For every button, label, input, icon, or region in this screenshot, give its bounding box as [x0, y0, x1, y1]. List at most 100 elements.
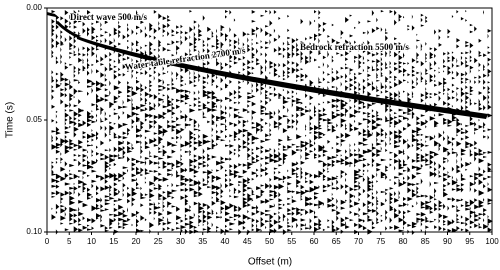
- trace-wiggle: [69, 14, 76, 225]
- trace-wiggle: [362, 31, 369, 231]
- x-tick-label: 0: [45, 237, 50, 246]
- x-tick-label: 70: [354, 237, 363, 246]
- trace-wiggle: [180, 24, 187, 233]
- trace-wiggle: [225, 10, 231, 233]
- trace-wiggle: [269, 10, 276, 234]
- annotation: Bedrock refraction 5500 m/s: [300, 42, 409, 52]
- trace-wiggle: [296, 38, 302, 229]
- trace-wiggle: [420, 13, 427, 233]
- trace-wiggle: [162, 16, 169, 232]
- y-tick-label: 0.10: [26, 227, 42, 236]
- trace-wiggle: [51, 10, 58, 220]
- trace-wiggle: [220, 25, 227, 235]
- trace-wiggle: [149, 22, 155, 235]
- trace-wiggle: [167, 15, 174, 231]
- x-tick-label: 5: [67, 237, 72, 246]
- x-tick-label: 10: [87, 237, 96, 246]
- trace-wiggle: [376, 17, 383, 225]
- trace-wiggle: [211, 30, 218, 228]
- trace-wiggle: [478, 38, 485, 229]
- trace-wiggle: [109, 15, 116, 230]
- trace-wiggle: [483, 10, 489, 230]
- trace-wiggle: [100, 22, 106, 228]
- trace-wiggle: [358, 20, 365, 229]
- trace-wiggle: [300, 18, 307, 231]
- x-tick-label: 50: [265, 237, 274, 246]
- trace-wiggle: [171, 29, 178, 232]
- trace-wiggle: [305, 37, 311, 230]
- trace-wiggle: [425, 15, 431, 236]
- trace-wiggle: [176, 25, 182, 230]
- trace-wiggle: [474, 26, 480, 228]
- y-tick-label: 0.05: [26, 115, 42, 124]
- trace-wiggle: [336, 41, 342, 232]
- trace-wiggle: [60, 16, 67, 225]
- y-tick-label: 0.00: [26, 3, 42, 12]
- direct-wave-band: [47, 12, 59, 18]
- trace-wiggle: [256, 26, 262, 233]
- trace-wiggle: [158, 13, 165, 226]
- trace-wiggle: [207, 26, 214, 234]
- trace-wiggle: [198, 23, 205, 227]
- trace-wiggle: [265, 10, 271, 230]
- x-tick-label: 45: [243, 237, 252, 246]
- trace-wiggle: [64, 10, 71, 232]
- x-tick-label: 85: [421, 237, 430, 246]
- trace-wiggle: [104, 20, 111, 232]
- trace-wiggle: [371, 10, 378, 230]
- x-tick-label: 30: [176, 237, 185, 246]
- trace-wiggle: [318, 10, 325, 231]
- trace-wiggle: [451, 15, 458, 233]
- annotation: Direct wave 500 m/s: [70, 12, 148, 22]
- trace-wiggle: [73, 10, 80, 233]
- trace-wiggle: [153, 10, 160, 221]
- y-axis-title: Time (s): [5, 102, 16, 138]
- trace-wiggle: [91, 22, 98, 230]
- trace-wiggle: [443, 52, 449, 231]
- trace-wiggle: [403, 16, 409, 230]
- x-tick-label: 100: [485, 237, 499, 246]
- trace-wiggle: [367, 20, 374, 235]
- trace-wiggle: [238, 37, 245, 235]
- trace-wiggle: [354, 26, 360, 235]
- trace-wiggle: [82, 21, 88, 230]
- trace-wiggle: [314, 10, 320, 233]
- trace-wiggle: [407, 24, 414, 234]
- x-tick-label: 15: [109, 237, 118, 246]
- x-axis-title: Offset (m): [248, 257, 292, 268]
- trace-wiggle: [340, 30, 347, 234]
- trace-wiggle: [140, 20, 147, 232]
- trace-wiggle: [287, 14, 293, 232]
- x-tick-label: 40: [221, 237, 230, 246]
- trace-wiggle: [131, 16, 138, 227]
- trace-wiggle: [469, 23, 476, 229]
- trace-wiggle: [251, 10, 258, 232]
- trace-wiggle: [127, 23, 133, 222]
- trace-wiggle: [389, 10, 394, 230]
- x-tick-label: 35: [198, 237, 207, 246]
- trace-wiggle: [465, 10, 472, 233]
- x-tick-label: 20: [132, 237, 141, 246]
- trace-wiggle: [278, 16, 285, 230]
- trace-wiggle: [193, 20, 200, 234]
- x-tick-label: 75: [376, 237, 385, 246]
- trace-wiggle: [434, 29, 440, 229]
- x-tick-label: 60: [310, 237, 319, 246]
- trace-wiggle: [331, 23, 338, 233]
- trace-wiggle: [216, 28, 222, 233]
- x-tick-label: 90: [443, 237, 452, 246]
- trace-wiggle: [282, 41, 289, 235]
- trace-wiggle: [460, 17, 467, 232]
- x-tick-label: 80: [399, 237, 408, 246]
- trace-wiggle: [242, 31, 249, 230]
- refraction-band-upper: [55, 20, 80, 39]
- trace-wiggle: [189, 10, 196, 235]
- trace-wiggle: [78, 10, 85, 233]
- trace-wiggle: [136, 10, 142, 234]
- wiggle-traces: [51, 10, 494, 236]
- trace-wiggle: [87, 10, 93, 231]
- trace-wiggle: [345, 17, 351, 229]
- trace-wiggle: [416, 33, 422, 223]
- x-tick-label: 25: [154, 237, 163, 246]
